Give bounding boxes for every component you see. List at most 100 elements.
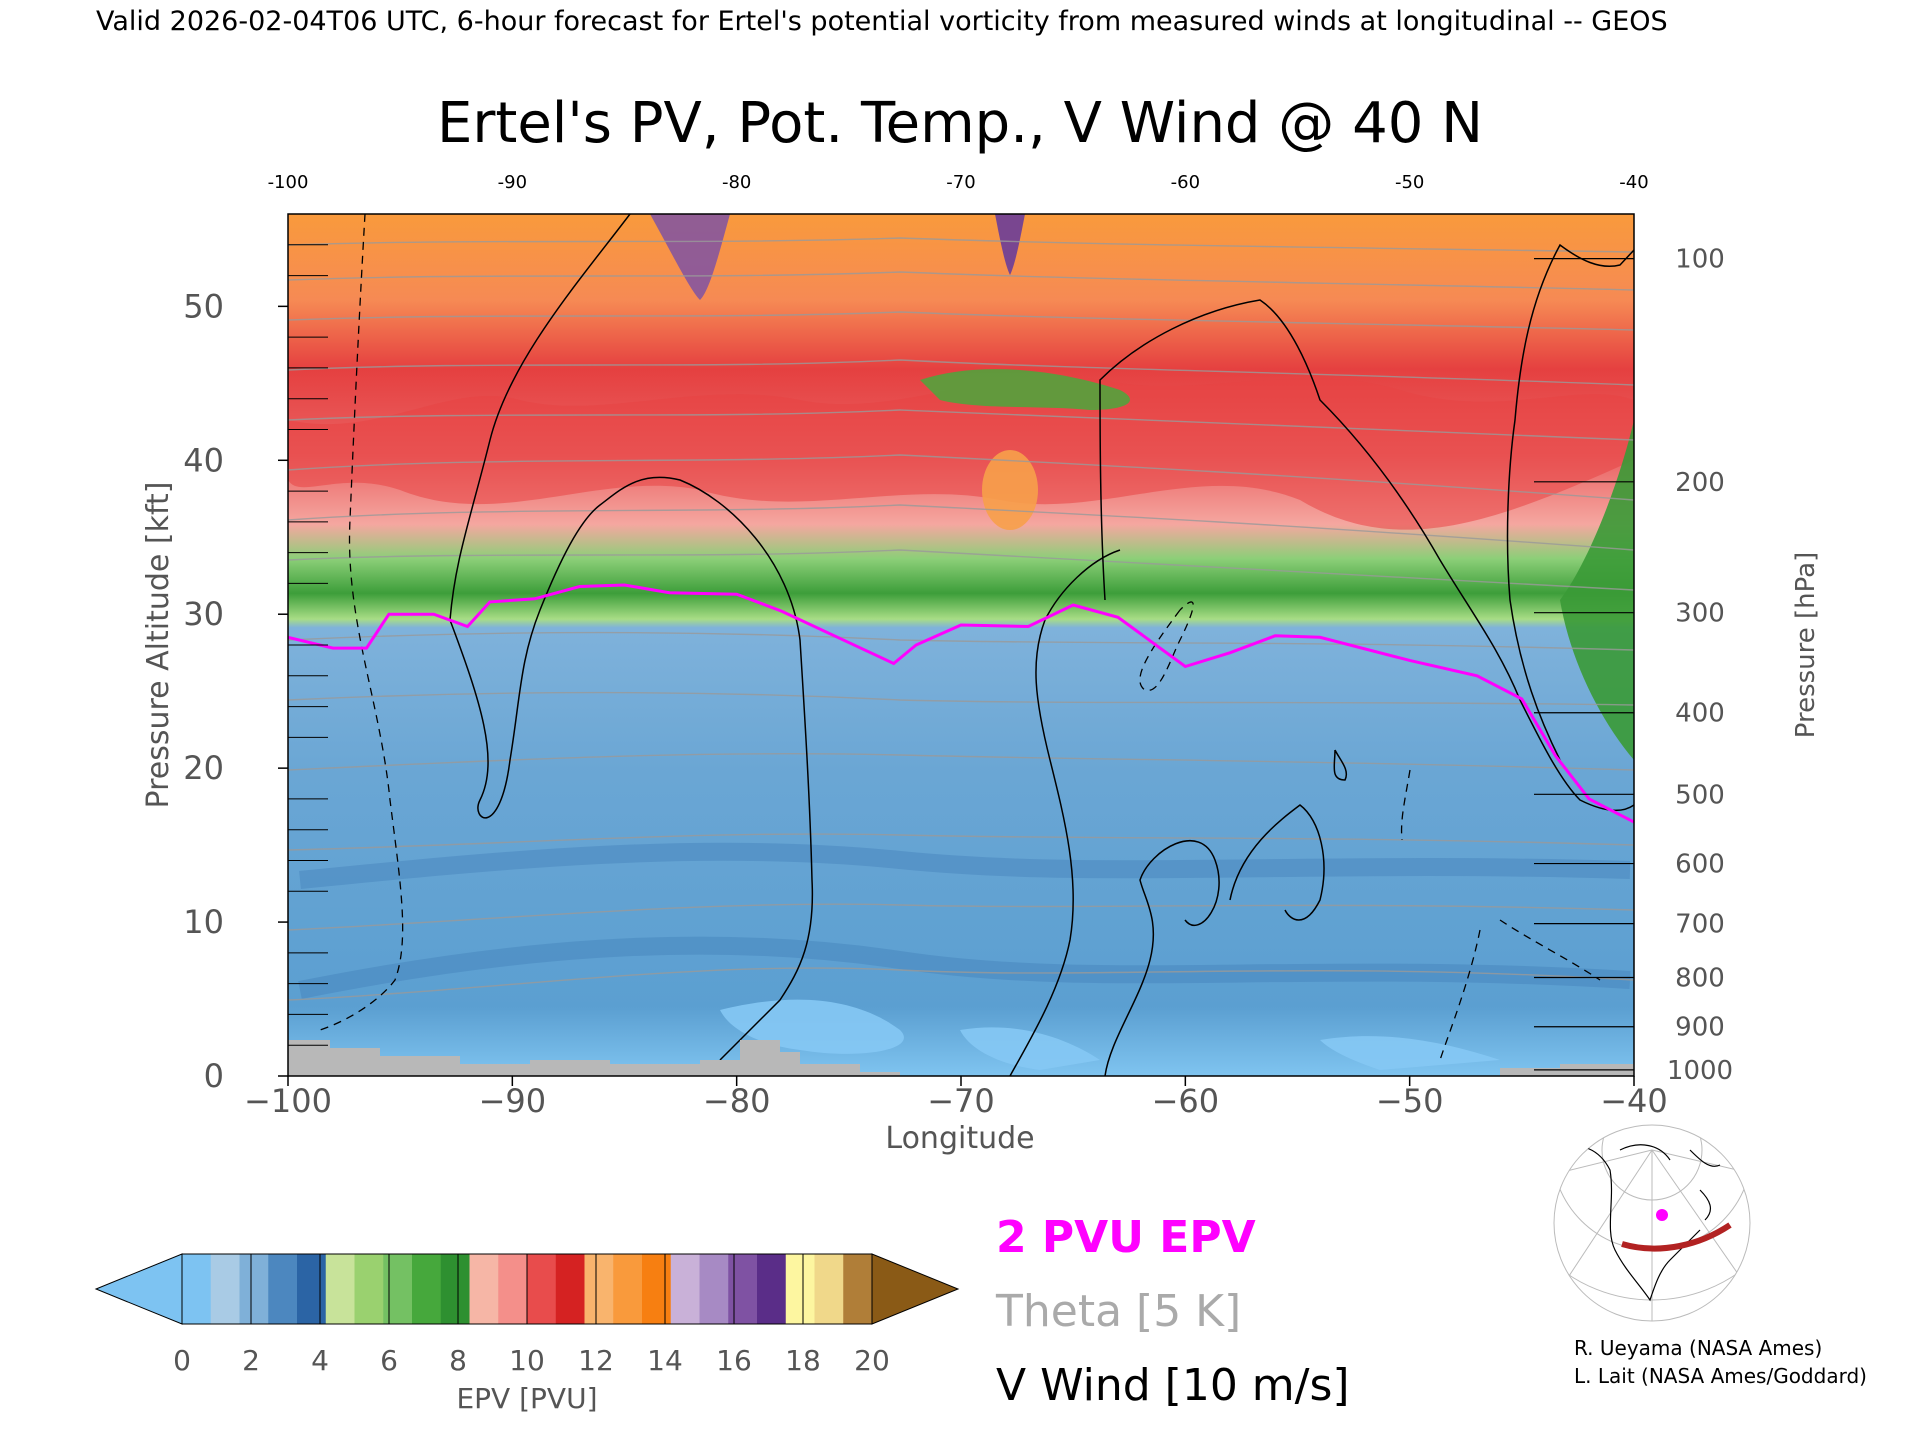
colorbar-over-arrow	[871, 1253, 960, 1325]
colorbar-swatch	[613, 1254, 643, 1324]
colorbar-swatch	[498, 1254, 528, 1324]
colorbar-swatch	[354, 1254, 384, 1324]
colorbar-tick-label: 18	[785, 1344, 821, 1377]
legend-theta: Theta [5 K]	[995, 1286, 1241, 1337]
pressure-tick-label: 1000	[1667, 1056, 1733, 1086]
pressure-tick-label: 400	[1675, 699, 1725, 729]
legend-v-wind: V Wind [10 m/s]	[996, 1360, 1350, 1411]
colorbar-label: EPV [PVU]	[456, 1382, 597, 1415]
colorbar-under-arrow	[94, 1253, 183, 1325]
y-axis-label: Pressure Altitude [kft]	[141, 482, 176, 809]
pressure-tick-label: 600	[1675, 850, 1725, 880]
colorbar-tick-label: 12	[578, 1344, 614, 1377]
x-tick-label: −60	[1152, 1082, 1220, 1120]
colorbar-tick-label: 20	[854, 1344, 890, 1377]
colorbar-swatch	[843, 1254, 873, 1324]
theta-contours	[288, 237, 1634, 1001]
plot-area	[288, 214, 1634, 1076]
colorbar-tick-label: 4	[311, 1344, 329, 1377]
colorbar-swatch	[239, 1254, 269, 1324]
north-america-outline	[1559, 1144, 1721, 1302]
x-tick-label: −50	[1376, 1082, 1444, 1120]
pressure-tick-label: 100	[1675, 245, 1725, 275]
tropopause-2pvu-line	[288, 583, 1634, 824]
pressure-tick-label: 500	[1675, 780, 1725, 810]
strat-green-region	[920, 369, 1130, 410]
troposphere-streaks	[298, 842, 1631, 999]
colorbar-tick-label: 0	[173, 1344, 191, 1377]
top-x-tick-label: -100	[268, 172, 309, 193]
top-x-tick-label: -70	[946, 172, 975, 193]
colorbar-tick-label: 10	[509, 1344, 545, 1377]
x-tick-label: −100	[244, 1082, 332, 1120]
chart-title: Ertel's PV, Pot. Temp., V Wind @ 40 N	[437, 91, 1483, 156]
colorbar-swatch	[297, 1254, 327, 1324]
top-x-tick-label: -60	[1171, 172, 1200, 193]
colorbar-tick-label: 6	[380, 1344, 398, 1377]
top-x-tick-label: -80	[722, 172, 751, 193]
boundary-layer-pockets	[720, 999, 1500, 1070]
colorbar-swatch	[555, 1254, 585, 1324]
colorbar-swatch	[412, 1254, 442, 1324]
x-tick-label: −80	[703, 1082, 771, 1120]
purple-core-1	[650, 214, 730, 300]
x-axis-label: Longitude	[885, 1121, 1034, 1156]
colorbar-swatch	[527, 1254, 557, 1324]
colorbar-swatch	[785, 1254, 815, 1324]
v-wind-contours	[449, 214, 1634, 1076]
colorbar-swatch	[210, 1254, 240, 1324]
colorbar-tick-label: 16	[716, 1344, 752, 1377]
section-track	[1621, 1222, 1732, 1252]
colorbar-swatch	[383, 1254, 413, 1324]
credit-ueyama: R. Ueyama (NASA Ames)	[1574, 1336, 1822, 1360]
colorbar-swatch	[814, 1254, 844, 1324]
y-tick-label: 20	[183, 749, 224, 787]
colorbar-swatch	[440, 1254, 470, 1324]
colorbar-swatch	[728, 1254, 758, 1324]
pressure-tick-label: 900	[1675, 1013, 1725, 1043]
colorbar-swatch	[584, 1254, 614, 1324]
x-tick-label: −70	[927, 1082, 995, 1120]
colorbar-swatch	[670, 1254, 700, 1324]
purple-core-2	[995, 214, 1025, 275]
top-x-tick-label: -50	[1395, 172, 1424, 193]
colorbar-tick-label: 14	[647, 1344, 683, 1377]
terrain	[288, 1040, 1634, 1076]
y-tick-label: 10	[183, 903, 224, 941]
colorbar-swatch	[325, 1254, 355, 1324]
pressure-axis: 100 200 300 400 500 600 700 800 900 1000	[1534, 245, 1733, 1086]
x-tick-label: −90	[479, 1082, 547, 1120]
section-marker	[1656, 1209, 1668, 1221]
colorbar-swatch	[182, 1254, 212, 1324]
epv-colorbar: 0 2 4 6 8 10 12 14 16 18 20	[94, 1253, 960, 1377]
y-tick-label: 30	[183, 595, 224, 633]
pressure-axis-label: Pressure [hPa]	[1791, 552, 1821, 739]
pressure-tick-label: 800	[1675, 963, 1725, 993]
y-tick-label: 0	[204, 1057, 224, 1095]
valid-time-header: Valid 2026-02-04T06 UTC, 6-hour forecast…	[96, 6, 1668, 37]
top-x-tick-label: -90	[498, 172, 527, 193]
legend-2pvu: 2 PVU EPV	[996, 1212, 1256, 1263]
strat-green-east	[1560, 420, 1634, 760]
x-axis: −100 −90 −80 −70 −60 −50 −40	[244, 1076, 1668, 1120]
pressure-tick-label: 300	[1675, 599, 1725, 629]
top-x-tick-label: -40	[1619, 172, 1648, 193]
y-tick-label: 50	[183, 287, 224, 325]
x-axis-top: -100 -90 -80 -70 -60 -50 -40	[268, 172, 1649, 193]
v-wind-negative-contours	[319, 214, 1601, 1061]
credit-lait: L. Lait (NASA Ames/Goddard)	[1574, 1364, 1867, 1388]
colorbar-swatch	[268, 1254, 298, 1324]
colorbar-swatch	[699, 1254, 729, 1324]
locator-map	[1553, 1124, 1751, 1322]
colorbar-tick-label: 8	[449, 1344, 467, 1377]
x-tick-label: −40	[1600, 1082, 1668, 1120]
colorbar-tick-label: 2	[242, 1344, 260, 1377]
colorbar-swatch	[469, 1254, 499, 1324]
y-tick-label: 40	[183, 441, 224, 479]
pressure-tick-label: 700	[1675, 910, 1725, 940]
pressure-tick-label: 200	[1675, 468, 1725, 498]
colorbar-swatch	[642, 1254, 672, 1324]
colorbar-swatch	[757, 1254, 787, 1324]
y-axis: 0 10 20 30 40 50	[183, 213, 328, 1095]
